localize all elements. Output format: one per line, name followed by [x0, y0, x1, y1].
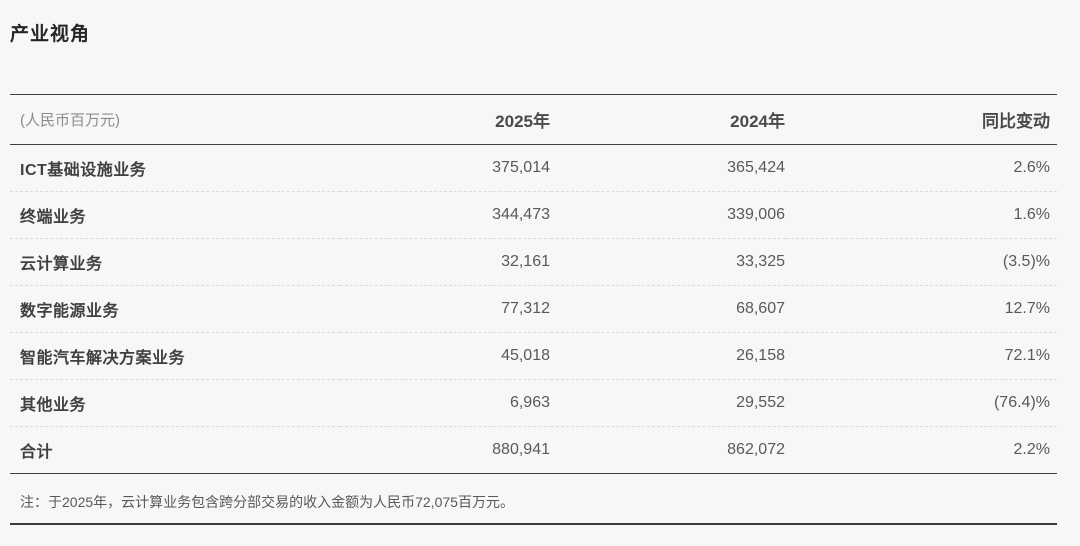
segment-label: 智能汽车解决方案业务 — [20, 350, 186, 367]
total-2024: 862,072 — [727, 441, 785, 458]
value-change: 1.6% — [1013, 206, 1050, 223]
segment-label: 云计算业务 — [20, 256, 103, 273]
value-2025: 45,018 — [501, 347, 550, 364]
column-header-change: 同比变动 — [982, 112, 1050, 131]
table-row: 数字能源业务 77,312 68,607 12.7% — [10, 286, 1057, 333]
value-2025: 77,312 — [501, 300, 550, 317]
value-2024: 68,607 — [736, 300, 785, 317]
table-row: ICT基础设施业务 375,014 365,424 2.6% — [10, 145, 1057, 192]
footnote: 注：于2025年，云计算业务包含跨分部交易的收入金额为人民币72,075百万元。 — [20, 494, 514, 510]
value-change: (3.5)% — [1002, 253, 1050, 270]
value-2025: 344,473 — [492, 206, 550, 223]
value-2024: 29,552 — [736, 394, 785, 411]
table-total-row: 合计 880,941 862,072 2.2% — [10, 427, 1057, 474]
value-change: 72.1% — [1004, 347, 1050, 364]
value-2024: 339,006 — [727, 206, 785, 223]
value-2025: 32,161 — [501, 253, 550, 270]
value-2025: 6,963 — [509, 394, 550, 411]
column-header-2025: 2025年 — [495, 112, 550, 131]
table-row: 终端业务 344,473 339,006 1.6% — [10, 192, 1057, 239]
value-change: 2.6% — [1013, 159, 1050, 176]
value-2024: 33,325 — [736, 253, 785, 270]
segment-revenue-table: (人民币百万元) 2025年 2024年 同比变动 ICT基础设施业务 375,… — [10, 94, 1057, 474]
value-2024: 26,158 — [736, 347, 785, 364]
table-row: 云计算业务 32,161 33,325 (3.5)% — [10, 239, 1057, 286]
segment-label: 终端业务 — [20, 209, 87, 226]
unit-label: (人民币百万元) — [20, 112, 120, 129]
value-change: (76.4)% — [993, 394, 1050, 411]
value-2025: 375,014 — [492, 159, 550, 176]
table-row: 其他业务 6,963 29,552 (76.4)% — [10, 380, 1057, 427]
segment-label: 其他业务 — [20, 397, 87, 414]
total-change: 2.2% — [1013, 441, 1050, 458]
column-header-2024: 2024年 — [730, 112, 785, 131]
value-change: 12.7% — [1004, 300, 1050, 317]
page-title: 产业视角 — [10, 24, 91, 45]
segment-label: ICT基础设施业务 — [20, 162, 147, 179]
total-2025: 880,941 — [492, 441, 550, 458]
segment-label: 数字能源业务 — [20, 303, 120, 320]
value-2024: 365,424 — [727, 159, 785, 176]
bottom-divider — [10, 523, 1057, 525]
table-row: 智能汽车解决方案业务 45,018 26,158 72.1% — [10, 333, 1057, 380]
total-label: 合计 — [20, 444, 54, 461]
table-header-row: (人民币百万元) 2025年 2024年 同比变动 — [10, 95, 1057, 145]
